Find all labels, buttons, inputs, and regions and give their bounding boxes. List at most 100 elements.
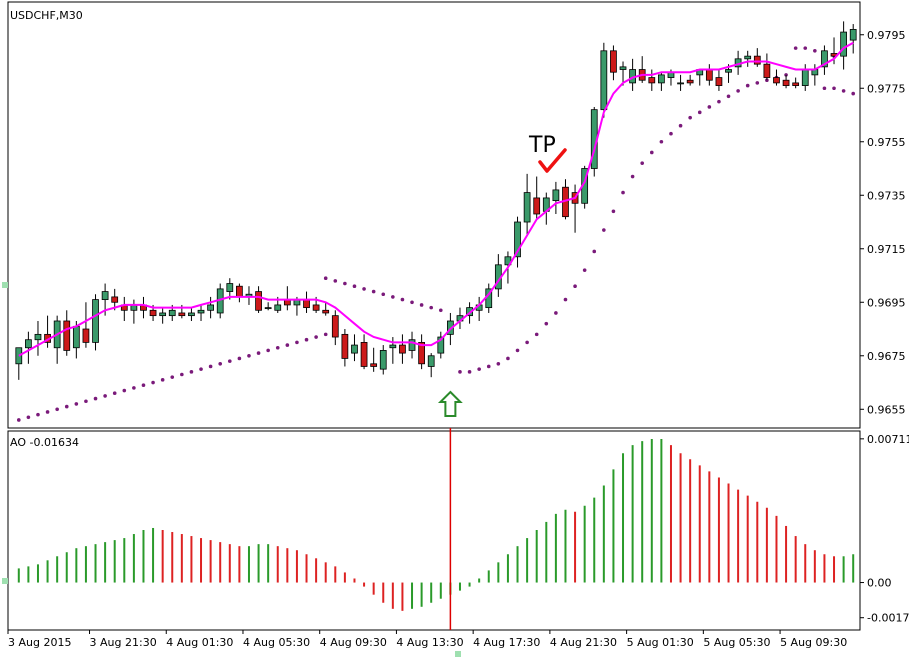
candle-body: [101, 291, 109, 300]
candle: [475, 296, 483, 321]
candle-body: [82, 328, 90, 343]
candle: [801, 64, 809, 91]
sar-dot: [199, 367, 203, 371]
sar-dot: [697, 110, 702, 115]
sar-dot: [669, 131, 673, 136]
sar-dot: [371, 289, 376, 294]
sar-dot: [745, 83, 750, 88]
candle-body: [274, 304, 282, 311]
candle-body: [821, 50, 828, 68]
price-tick-label: 0.9735: [867, 189, 906, 202]
candle-body: [351, 344, 358, 354]
sar-dot: [314, 335, 318, 339]
candle: [82, 302, 90, 348]
candle-body: [226, 283, 234, 292]
sar-dot: [678, 123, 683, 128]
candle: [360, 334, 368, 370]
candle-body: [773, 77, 780, 84]
candle-body: [207, 304, 214, 311]
candle-body: [303, 299, 310, 309]
candle: [840, 21, 847, 70]
sar-dot: [93, 396, 98, 401]
candle: [370, 347, 378, 372]
sar-dot: [486, 364, 491, 369]
candle-body: [686, 79, 694, 84]
candle: [399, 334, 406, 364]
time-tick-label: 3 Aug 2015: [8, 636, 71, 649]
candle: [552, 181, 560, 214]
candle: [331, 310, 339, 346]
sar-dot: [640, 161, 645, 165]
candle-body: [168, 309, 176, 317]
candle: [264, 302, 272, 311]
sar-dot: [295, 340, 299, 345]
candle-body: [552, 189, 560, 202]
candle: [159, 307, 167, 324]
sar-dot: [103, 394, 107, 398]
candle: [236, 283, 243, 303]
candle-body: [533, 197, 541, 215]
sar-dot: [496, 361, 501, 366]
candle-body: [677, 82, 684, 85]
sar-dot: [45, 410, 50, 414]
candle: [533, 176, 541, 220]
candle: [197, 304, 205, 321]
candle: [677, 74, 684, 91]
candle: [782, 74, 790, 89]
tp-label: TP: [528, 133, 556, 158]
candle-body: [236, 285, 243, 298]
sar-dot: [419, 303, 424, 307]
annotations: [2, 148, 567, 657]
candle: [63, 310, 71, 356]
sar-dot: [851, 91, 856, 96]
left-scroll-marker: [2, 282, 8, 288]
sar-dot: [237, 356, 242, 361]
candle: [188, 307, 195, 321]
candle: [15, 347, 23, 380]
candle: [686, 74, 694, 86]
sar-dot: [429, 305, 434, 310]
candle-body: [753, 55, 761, 65]
sar-dot: [467, 370, 472, 374]
candle: [763, 53, 771, 81]
ao-panel-border: [7, 430, 861, 631]
price-tick-label: 0.9675: [867, 350, 906, 363]
sar-dot: [506, 356, 510, 361]
candle: [255, 286, 262, 313]
symbol-label: USDCHF,M30: [10, 9, 83, 22]
candle-body: [159, 312, 167, 317]
candle-body: [792, 82, 800, 86]
candle: [744, 50, 752, 67]
sar-dot: [736, 89, 740, 93]
candle-body: [408, 339, 416, 351]
sar-dot: [611, 209, 616, 214]
candlestick-series: [15, 21, 857, 380]
awesome-oscillator-histogram: [17, 439, 855, 611]
candle-body: [427, 355, 435, 367]
time-tick-label: 4 Aug 05:30: [243, 636, 310, 649]
candle: [753, 48, 761, 67]
sar-dot: [803, 46, 808, 50]
candle-body: [72, 325, 80, 349]
candle-body: [178, 312, 186, 317]
time-tick-label: 4 Aug 01:30: [166, 636, 233, 649]
candle-body: [92, 299, 99, 343]
sar-dot: [391, 295, 395, 299]
candle: [638, 56, 646, 83]
candle: [303, 291, 310, 313]
sar-dot: [112, 391, 117, 396]
candle: [792, 77, 800, 89]
sar-dot: [832, 86, 836, 91]
sar-dot: [554, 311, 558, 315]
sar-dot: [247, 353, 251, 358]
candle-body: [399, 344, 406, 354]
sar-dot: [323, 276, 328, 280]
candle-body: [389, 344, 397, 349]
bottom-scroll-marker: [455, 651, 461, 657]
sar-dot: [26, 415, 31, 420]
sar-dot: [55, 407, 59, 412]
time-tick-label: 4 Aug 13:30: [396, 636, 463, 649]
sar-dot: [151, 380, 155, 385]
candle-body: [840, 31, 847, 57]
